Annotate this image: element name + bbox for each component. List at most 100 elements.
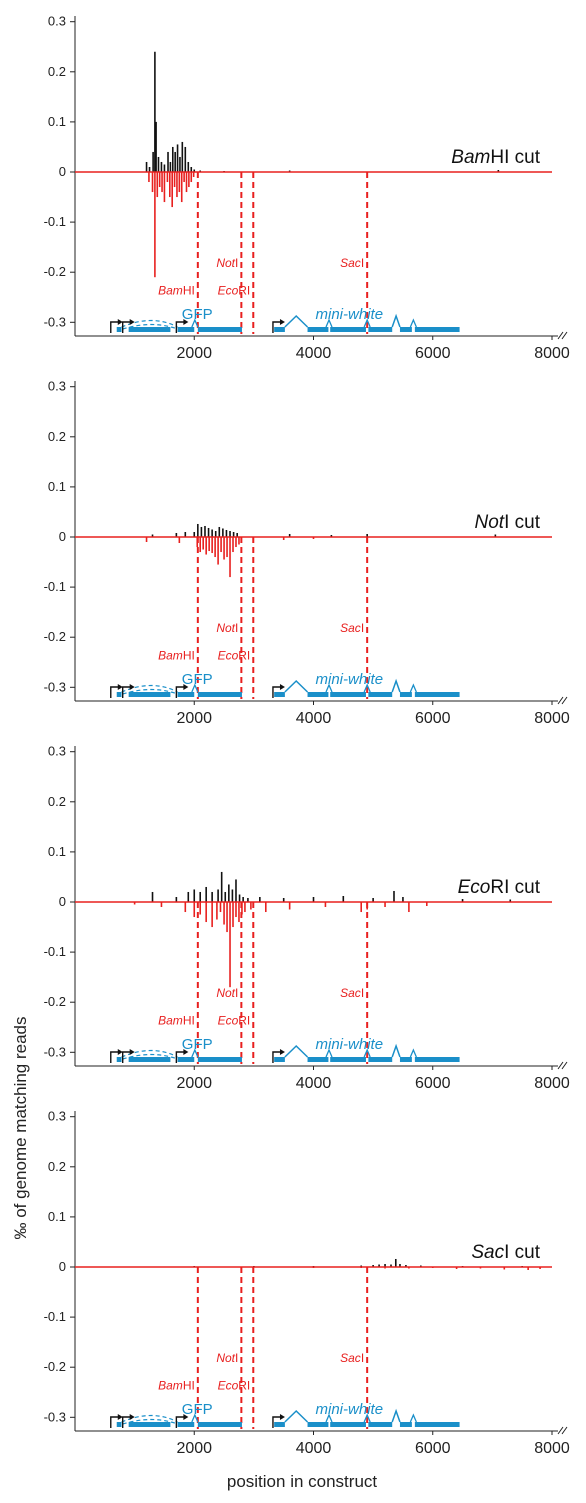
promoter-arrow-head [117,319,123,325]
y-tick-label: 0.2 [48,794,66,809]
panel-3: 0.3 0.2 0.1 0 -0.1 -0.2 -0.3 2000 4000 6000 8000 Ba… [44,744,570,1092]
restriction-site-label-italic: Sac [340,621,361,635]
promoter-arrow-head [183,1049,189,1055]
y-tick-label: -0.3 [44,314,66,329]
exon-block [399,692,412,697]
splice-dashed-arc [121,319,178,330]
gene-label: GFP [182,671,213,688]
restriction-site-label-italic: Bam [158,284,183,298]
construct-map: GFP mini-white [110,671,460,698]
intron-caret [284,1409,309,1423]
promoter-arrow-line [110,321,120,333]
splice-dashed-arc [121,684,178,695]
axis-break-mark [557,1061,568,1070]
promoter-arrow-head [129,684,135,690]
promoter-arrow-head [129,1049,135,1055]
panel-title-plain: RI cut [490,877,540,898]
x-tick-label: 8000 [534,1440,570,1457]
restriction-site-label: NotI [216,256,238,270]
small-intron-caret [363,1048,371,1058]
panel-title-italic: Eco [458,877,491,898]
restriction-site-label: BamHI [158,284,195,298]
x-tick-label: 2000 [176,1440,212,1457]
promoter-arrow-line [272,1051,282,1063]
restriction-site-label-italic: Bam [158,1014,183,1028]
restriction-site-label-italic: Not [216,621,235,635]
gene-label: mini-white [316,1036,384,1053]
exon-block [197,1057,242,1062]
exon-block [177,327,195,332]
construct-map: GFP mini-white [110,306,460,333]
promoter-arrow-line [175,686,186,698]
promoter-arrow-head [279,319,285,325]
restriction-site-label-plain: I [361,1351,364,1365]
restriction-site-label-plain: I [235,621,238,635]
restriction-site-label-plain: RI [238,649,250,663]
promoter-arrow-line [110,1051,120,1063]
x-tick-label: 4000 [296,345,332,362]
y-tick-label: -0.2 [44,264,66,279]
exon-block [177,1422,195,1427]
panel-title: EcoRI cut [458,877,541,898]
promoter-arrow-head [117,1049,123,1055]
restriction-site-label: SacI [340,986,364,1000]
x-tick-label: 4000 [296,710,332,727]
restriction-site-label-italic: Not [216,986,235,1000]
restriction-site-label: NotI [216,621,238,635]
x-tick-label: 6000 [415,710,451,727]
restriction-site-label-plain: RI [238,284,250,298]
exon-block [307,327,329,332]
positive-strand-series [151,871,512,902]
x-tick-label: 8000 [534,710,570,727]
exon-block [330,1057,366,1062]
restriction-site-label-italic: Eco [218,284,239,298]
intron-caret [391,313,401,328]
panel-title-italic: Not [475,512,505,533]
promoter-arrow-head [117,684,123,690]
promoter-arrow-head [279,1414,285,1420]
x-tick-label: 2000 [176,1075,212,1092]
panel-2: 0.3 0.2 0.1 0 -0.1 -0.2 -0.3 2000 4000 6000 8000 Ba… [44,379,570,727]
y-tick-label: 0.3 [48,14,66,29]
promoter-arrow-line [175,321,186,333]
exon-block [414,327,460,332]
y-tick-label: 0 [59,164,66,179]
promoter-arrow-head [279,1049,285,1055]
small-intron-caret [191,1048,199,1058]
promoter-arrow-head [183,319,189,325]
x-tick-label: 4000 [296,1075,332,1092]
x-tick-label: 2000 [176,345,212,362]
small-intron-caret [325,1413,333,1423]
restriction-site-label-italic: Eco [218,1379,239,1393]
promoter-arrow-head [279,684,285,690]
exon-block [116,1057,122,1062]
exon-block [399,1422,412,1427]
y-tick-label: -0.1 [44,944,66,959]
promoter-arrow-line [122,321,132,333]
negative-strand-series [133,902,428,988]
panel-title-italic: Sac [471,1242,504,1263]
restriction-site-label: EcoRI [218,284,251,298]
y-tick-label: 0 [59,1259,66,1274]
restriction-site-label-plain: RI [238,1014,250,1028]
intron-caret [391,1043,401,1058]
y-tick-label: 0.3 [48,744,66,759]
restriction-site-label: SacI [340,1351,364,1365]
gene-label: mini-white [316,306,384,323]
panel-1: 0.3 0.2 0.1 0 -0.1 -0.2 -0.3 2000 4000 6000 8000 Ba… [44,14,570,362]
promoter-arrow-line [122,1416,132,1428]
intron-caret [391,1408,401,1423]
splice-dashed-arc [121,1049,178,1060]
splice-dashed-arc [121,1414,178,1425]
axis-break-mark [557,1426,568,1435]
promoter-arrow-head [129,319,135,325]
restriction-site-label-italic: Not [216,1351,235,1365]
promoter-arrow-head [129,1414,135,1420]
restriction-site-label-plain: I [235,1351,238,1365]
restriction-site-label-plain: I [235,256,238,270]
gene-label: GFP [182,306,213,323]
y-tick-label: 0.3 [48,1109,66,1124]
small-intron-caret [363,318,371,328]
y-tick-label: -0.2 [44,629,66,644]
